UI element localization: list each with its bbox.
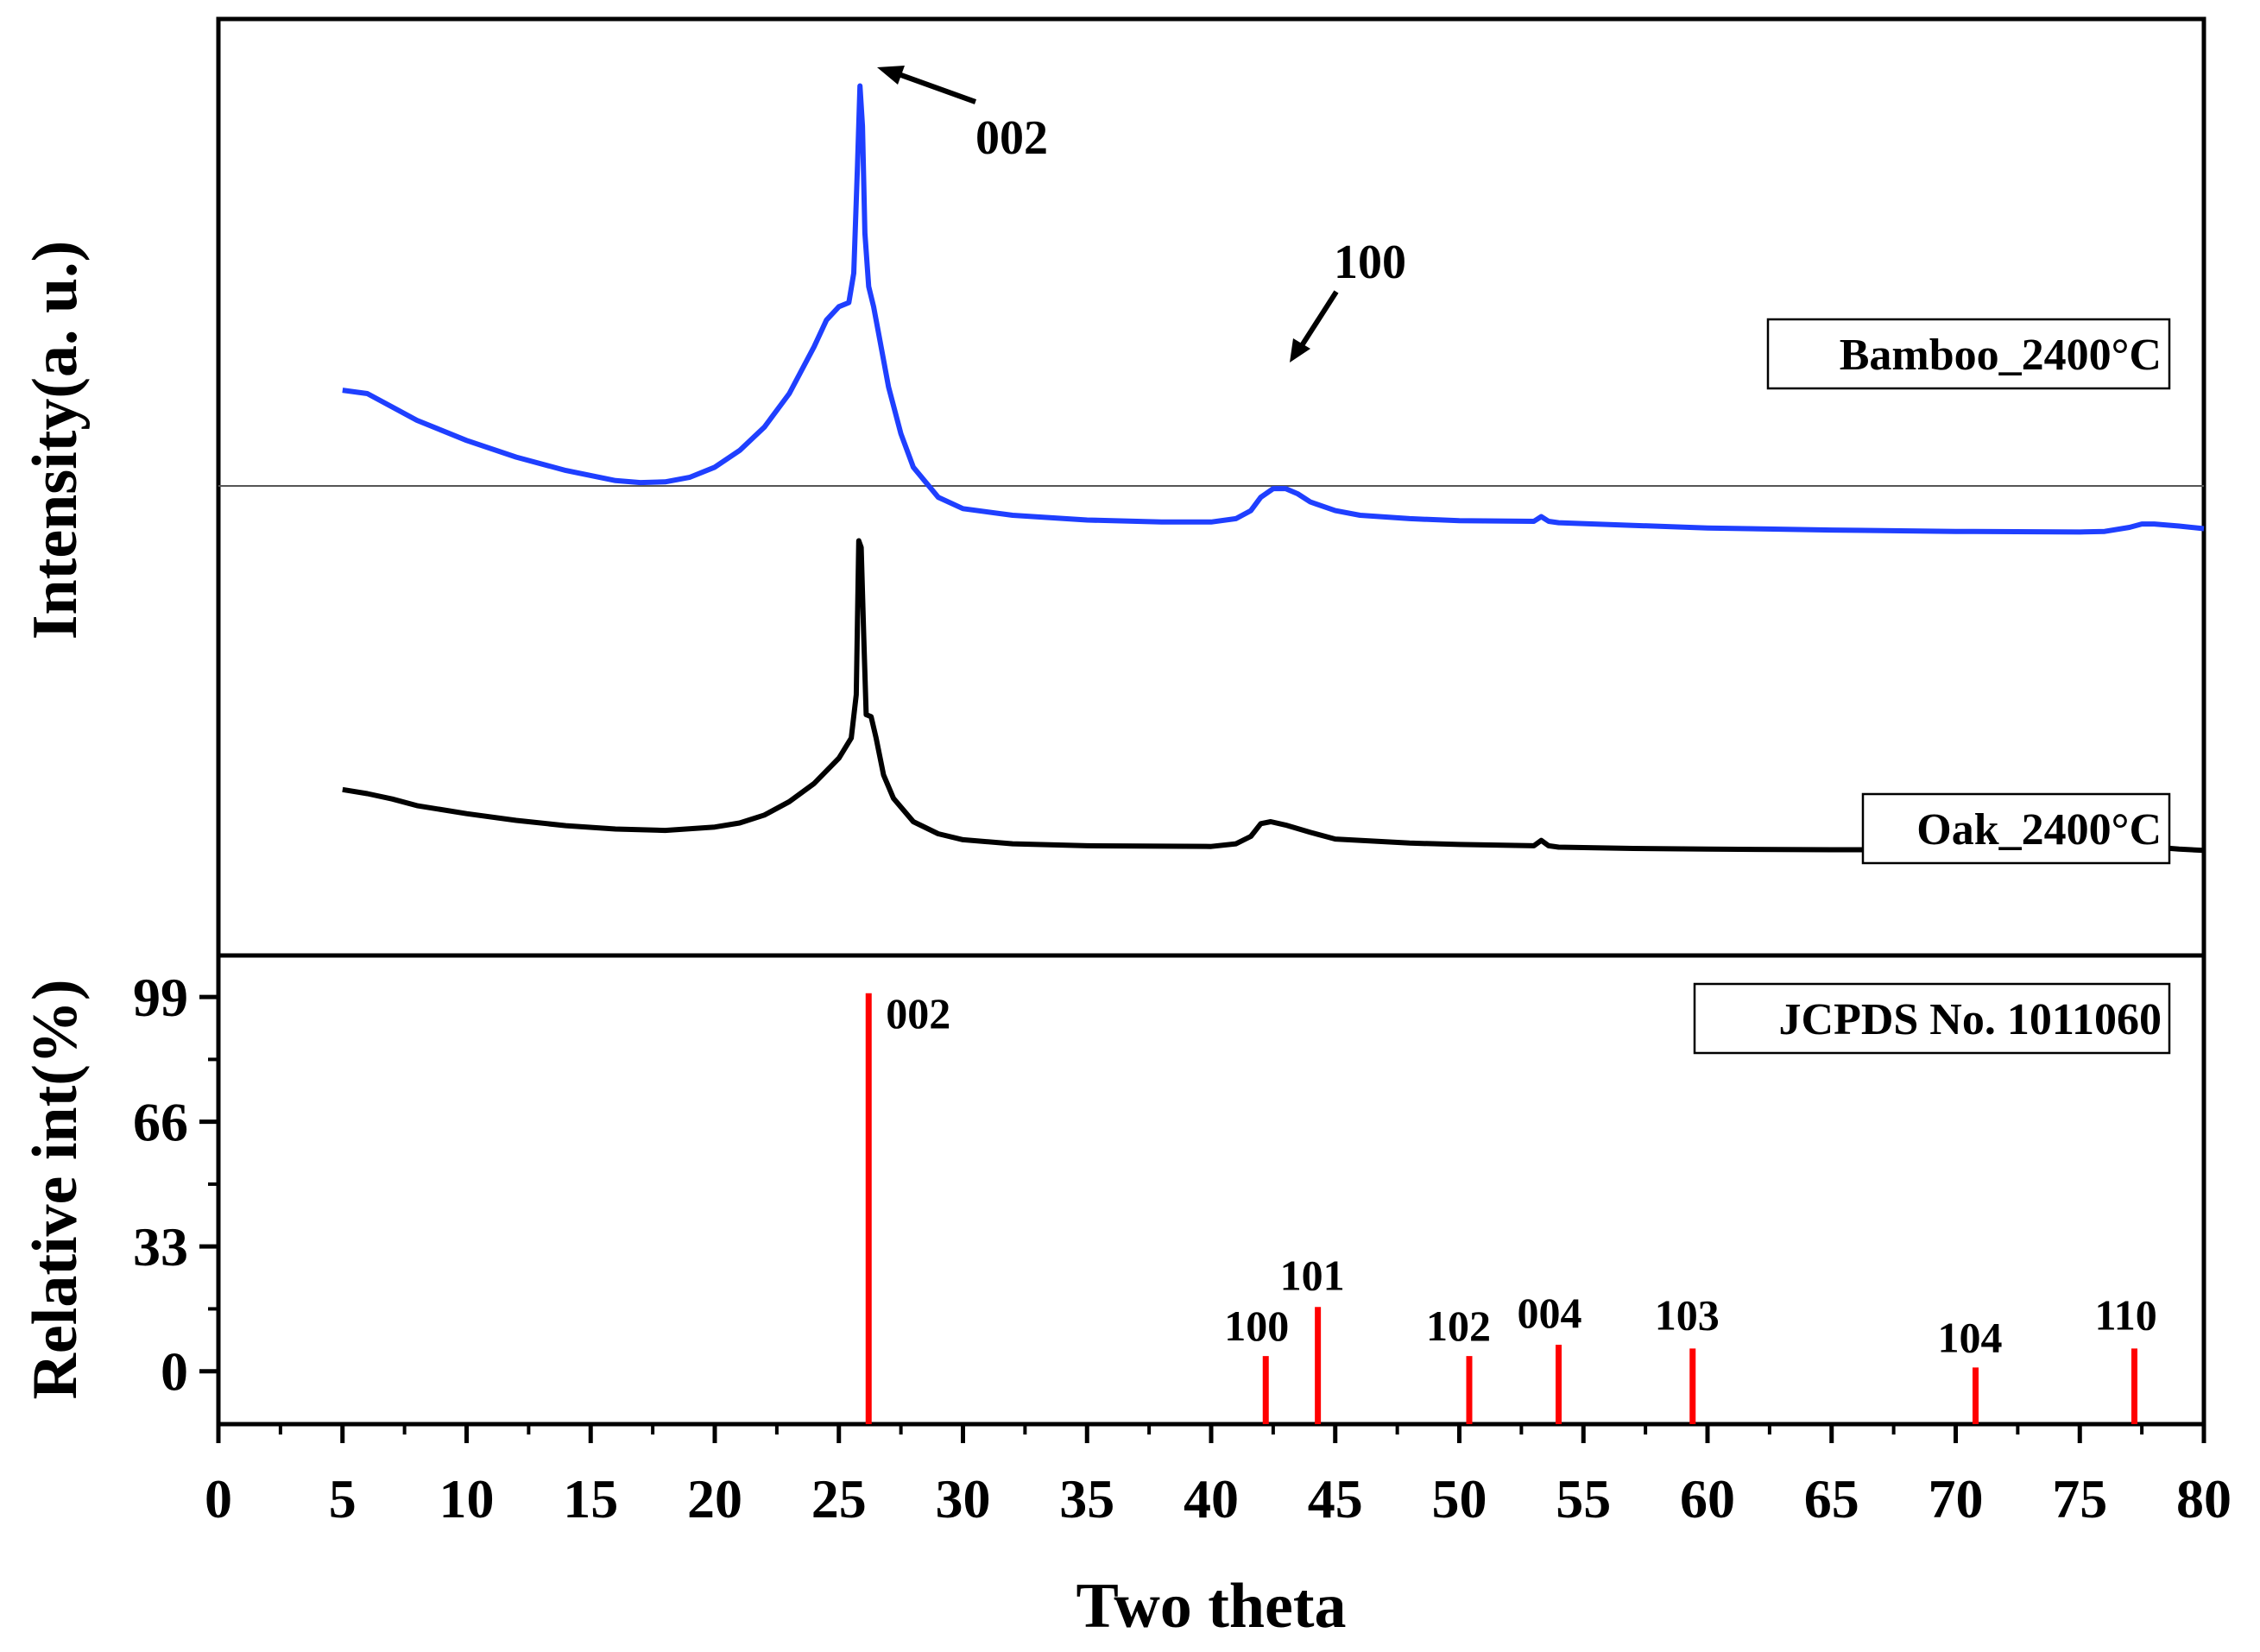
x-tick-label-25: 25 — [811, 1468, 867, 1529]
annotation-002-label: 002 — [975, 111, 1048, 165]
legend-label-bamboo: Bamboo_2400°C — [1840, 331, 2162, 380]
x-tick-label-40: 40 — [1184, 1468, 1239, 1529]
x-tick-label-50: 50 — [1432, 1468, 1487, 1529]
reference-stick-label-100: 100 — [1224, 1302, 1289, 1350]
reference-stick-label-102: 102 — [1426, 1302, 1491, 1350]
y-axis-ticks — [199, 994, 218, 1374]
reference-stick-label-002: 002 — [886, 989, 950, 1037]
x-tick-label-20: 20 — [687, 1468, 742, 1529]
series-line-bamboo — [342, 83, 2205, 535]
y-tick-label-99: 99 — [133, 967, 188, 1028]
legend-label-jcpds: JCPDS No. 1011060 — [1779, 995, 2162, 1044]
x-axis-ticks — [216, 1424, 2206, 1443]
lower-y-axis-title: Relative int(%) — [20, 979, 91, 1399]
x-tick-label-45: 45 — [1308, 1468, 1363, 1529]
legend-box-oak — [1861, 792, 2171, 865]
upper-y-axis-title: Intensity(a. u.) — [20, 241, 91, 640]
annotation-002: 002 — [877, 66, 1048, 165]
x-tick-label-80: 80 — [2176, 1468, 2232, 1529]
reference-stick-label-004: 004 — [1518, 1289, 1582, 1337]
annotation-100: 100 — [1290, 236, 1406, 363]
reference-stick-label-101: 101 — [1280, 1251, 1345, 1299]
series-line-oak — [342, 538, 2205, 854]
x-tick-label-60: 60 — [1680, 1468, 1735, 1529]
x-tick-label-70: 70 — [1929, 1468, 1984, 1529]
x-tick-label-75: 75 — [2052, 1468, 2107, 1529]
x-tick-label-10: 10 — [439, 1468, 495, 1529]
y-tick-label-33: 33 — [133, 1216, 188, 1277]
reference-sticks — [865, 993, 2137, 1424]
reference-stick-label-103: 103 — [1655, 1290, 1720, 1339]
legend-label-oak: Oak_2400°C — [1916, 805, 2162, 854]
x-axis-tick-labels: 0 5 10 15 20 25 30 35 40 45 50 55 60 65 70 75 80 — [205, 1468, 2232, 1529]
x-tick-label-30: 30 — [936, 1468, 991, 1529]
x-tick-label-35: 35 — [1059, 1468, 1114, 1529]
legend-box-jcpds — [1693, 982, 2171, 1055]
y-tick-label-66: 66 — [133, 1092, 188, 1153]
reference-stick-label-104: 104 — [1938, 1313, 2003, 1361]
x-tick-label-15: 15 — [563, 1468, 618, 1529]
annotation-100-label: 100 — [1334, 236, 1406, 289]
x-tick-label-55: 55 — [1556, 1468, 1611, 1529]
x-tick-label-5: 5 — [329, 1468, 357, 1529]
y-axis-tick-labels: 0 33 66 99 — [133, 967, 188, 1403]
y-tick-label-0: 0 — [161, 1341, 188, 1403]
x-tick-label-0: 0 — [205, 1468, 232, 1529]
x-tick-label-65: 65 — [1804, 1468, 1859, 1529]
reference-stick-label-110: 110 — [2095, 1290, 2157, 1339]
legend-box-bamboo — [1766, 318, 2171, 390]
x-axis-title: Two theta — [1076, 1571, 1346, 1642]
